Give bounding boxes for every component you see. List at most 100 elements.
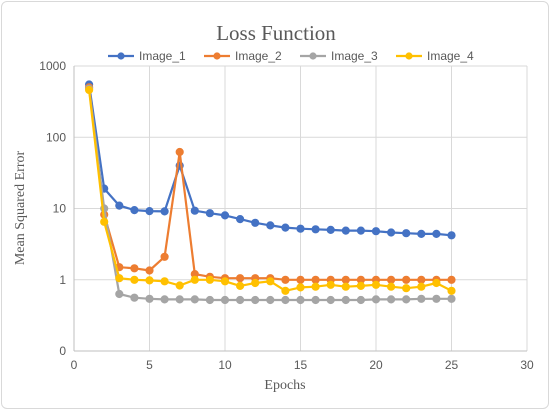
series-image-2 [85, 83, 456, 284]
data-point [432, 278, 441, 288]
data-point [447, 286, 456, 295]
data-point [341, 282, 350, 291]
series-line [88, 87, 452, 281]
x-tick-label: 15 [294, 358, 308, 372]
data-point [402, 229, 411, 238]
data-point [432, 229, 441, 238]
legend-item: Image_1 [108, 49, 186, 63]
data-point [160, 277, 169, 286]
data-point [251, 218, 260, 227]
data-point [371, 280, 381, 289]
data-point [251, 278, 260, 288]
legend-marker [405, 52, 413, 60]
data-point [236, 274, 245, 283]
data-point [341, 295, 350, 305]
data-point [190, 275, 199, 284]
x-tick-label: 0 [71, 358, 78, 372]
data-point [236, 215, 245, 224]
legend-marker [213, 52, 221, 60]
data-point [296, 283, 305, 292]
series-image-3 [85, 84, 456, 305]
x-tick-label: 10 [218, 358, 232, 372]
data-point [130, 264, 139, 273]
series-line [88, 88, 452, 302]
data-point [281, 223, 290, 232]
data-point [205, 275, 214, 284]
data-point [145, 207, 154, 216]
data-point [387, 295, 396, 304]
data-point [236, 281, 245, 290]
data-point [371, 227, 381, 236]
data-point [205, 209, 214, 218]
data-point [356, 281, 365, 290]
data-point [145, 266, 154, 275]
data-point [175, 147, 184, 157]
data-point [402, 284, 411, 293]
data-point [296, 224, 305, 233]
data-point [326, 280, 335, 289]
data-point [387, 228, 396, 237]
legend-marker [117, 52, 125, 60]
data-point [175, 295, 184, 304]
data-point [145, 276, 154, 285]
data-point [341, 226, 350, 235]
data-point [296, 295, 305, 305]
data-point [130, 275, 139, 284]
data-point [115, 289, 124, 299]
data-point [402, 275, 411, 284]
x-tick-label: 25 [445, 358, 459, 372]
data-point [251, 295, 260, 305]
data-point [311, 282, 320, 291]
y-tick-label: 1000 [39, 59, 66, 73]
series-image-1 [85, 80, 456, 240]
data-point [175, 281, 184, 290]
data-point [220, 211, 230, 220]
legend-label: Image_1 [139, 49, 186, 63]
data-point [266, 221, 275, 230]
data-point [220, 295, 230, 305]
series-layer [85, 80, 456, 305]
data-point [387, 275, 396, 284]
data-point [205, 295, 214, 305]
data-point [281, 286, 290, 295]
y-tick-label: 100 [46, 130, 66, 144]
legend: Image_1 Image_2 Image_3 Image_4 [108, 49, 474, 63]
data-point [326, 295, 335, 305]
data-point [115, 201, 124, 210]
data-point [417, 275, 426, 284]
grid [74, 65, 528, 351]
y-tick-label: 0 [59, 344, 66, 358]
legend-label: Image_2 [235, 49, 282, 63]
data-point [296, 275, 305, 284]
x-axis-title: Epochs [264, 378, 305, 393]
data-point [281, 275, 290, 284]
data-point [326, 225, 335, 234]
legend-marker [309, 52, 317, 60]
x-tick-label: 5 [146, 358, 153, 372]
data-point [447, 275, 456, 284]
data-point [447, 231, 456, 240]
data-point [190, 295, 199, 304]
data-point [417, 229, 426, 238]
data-point [85, 85, 94, 95]
legend-label: Image_4 [427, 49, 474, 63]
data-point [311, 225, 320, 234]
x-tick-label: 30 [520, 358, 534, 372]
data-point [356, 295, 365, 305]
data-point [417, 294, 426, 303]
data-point [160, 252, 169, 261]
data-point [281, 295, 290, 305]
data-point [220, 277, 230, 286]
series-image-4 [85, 85, 456, 295]
y-tick-label: 1 [59, 273, 66, 287]
data-point [130, 206, 139, 215]
data-point [115, 274, 124, 283]
data-point [417, 282, 426, 291]
legend-item: Image_4 [396, 49, 474, 63]
x-tick-label: 20 [369, 358, 383, 372]
series-line [88, 84, 452, 237]
axes: 0 1 10 100 1000 0 5 10 15 20 25 30 [39, 59, 534, 372]
data-point [387, 282, 396, 291]
data-point [190, 206, 199, 215]
